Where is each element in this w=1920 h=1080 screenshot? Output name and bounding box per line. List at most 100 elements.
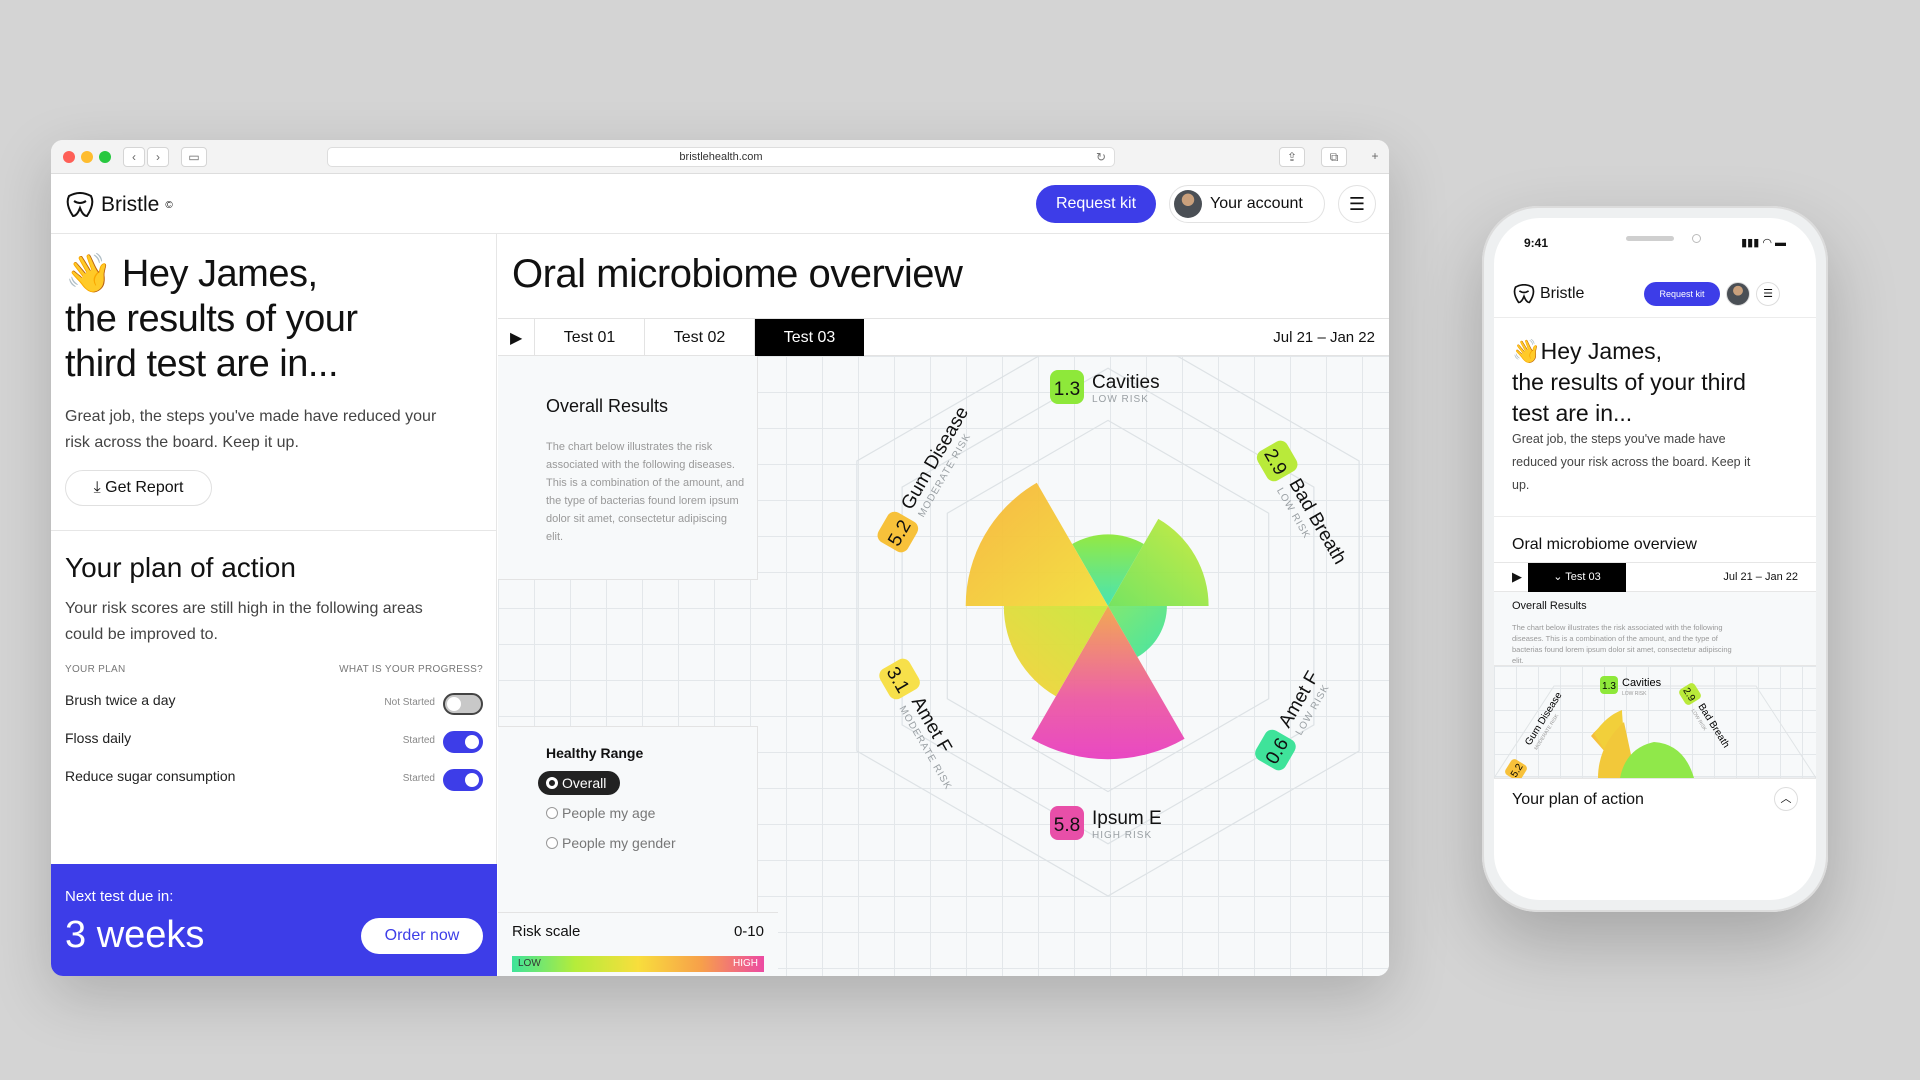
divider	[1494, 516, 1816, 517]
radar-sector-5[interactable]	[965, 482, 1108, 606]
radar-sectors	[965, 482, 1209, 760]
radar-sector-1[interactable]	[1108, 518, 1209, 606]
wave-emoji-icon: 👋	[65, 253, 112, 295]
tab-test-02[interactable]: Test 02	[644, 319, 754, 356]
overall-results-title: Overall Results	[546, 396, 669, 416]
new-tab-icon[interactable]: +	[1371, 149, 1379, 163]
healthy-option-age[interactable]: People my age	[538, 801, 655, 825]
request-kit-button[interactable]: Request kit	[1036, 185, 1156, 223]
healthy-option-gender[interactable]: People my gender	[538, 831, 676, 855]
phone-badge-gum-disease: 5.2	[1505, 759, 1527, 778]
phone-label-cavities: 1.3 Cavities LOW RISK	[1600, 676, 1662, 697]
progress-toggle[interactable]	[443, 769, 483, 791]
phone-label-bad-breath: Bad Breath LOW RISK	[1690, 702, 1732, 750]
score-badge	[1050, 806, 1084, 840]
get-report-button[interactable]: ⤓ Get Report	[65, 470, 212, 506]
overall-results-panel: Overall Results The chart below illustra…	[498, 356, 758, 580]
healthy-option-overall[interactable]: Overall	[538, 771, 621, 795]
phone-plan-title: Your plan of action	[1512, 791, 1644, 808]
phone-greeting-line1: Hey James,	[1540, 338, 1663, 364]
play-icon[interactable]: ▶	[510, 330, 523, 347]
divider	[51, 530, 497, 531]
app-header: Bristle © Request kit Your account ☰	[51, 174, 1389, 234]
tooth-logo-icon	[1513, 284, 1535, 304]
maximize-window-button[interactable]	[99, 151, 111, 163]
phone-brand-logo[interactable]: Bristle	[1512, 284, 1584, 304]
risk-scale-range: 0-10	[733, 923, 764, 940]
hamburger-menu-icon[interactable]: ☰	[1338, 185, 1376, 223]
plan-item-label: Reduce sugar consumption	[65, 768, 236, 784]
risk-label: HIGH RISK	[1092, 830, 1152, 841]
phone-request-kit-button[interactable]: Request kit	[1644, 282, 1720, 306]
phone-menu-icon[interactable]: ☰	[1756, 282, 1780, 306]
reload-icon[interactable]: ↻	[1095, 150, 1106, 164]
date-range: Jul 21 – Jan 22	[1273, 329, 1375, 346]
download-icon: ⤓	[93, 479, 101, 496]
progress-toggle[interactable]	[443, 731, 483, 753]
account-button[interactable]: Your account	[1169, 185, 1325, 223]
phone-score-badge	[1600, 676, 1618, 694]
tabs-icon[interactable]: ⧉	[1321, 147, 1347, 167]
phone-score-badge	[1505, 759, 1527, 778]
plan-subtitle: Your risk scores are still high in the f…	[65, 600, 423, 643]
score-badge	[877, 511, 919, 553]
brand-mark: ©	[165, 199, 173, 211]
greeting-heading: 👋 Hey James, the results of your third t…	[65, 252, 485, 387]
tab-test-03[interactable]: Test 03	[754, 319, 864, 356]
wave-emoji-icon: 👋	[1512, 338, 1541, 364]
phone-screen: 9:41 ▮▮▮ ◠ ▬ Bristle Request kit ☰ 👋Hey …	[1494, 218, 1816, 900]
play-icon[interactable]: ▶	[1512, 569, 1522, 584]
forward-icon[interactable]: ›	[147, 147, 169, 167]
phone-mockup: 9:41 ▮▮▮ ◠ ▬ Bristle Request kit ☰ 👋Hey …	[1482, 206, 1828, 912]
greeting-line2: the results of your	[65, 298, 358, 340]
sidebar-icon[interactable]: ▭	[181, 147, 207, 167]
radar-sector-0[interactable]	[1072, 534, 1144, 606]
radar-sector-2[interactable]	[1108, 606, 1167, 657]
phone-plan-section[interactable]: Your plan of action ︿	[1494, 778, 1816, 820]
share-icon[interactable]: ⇪	[1279, 147, 1305, 167]
phone-tab-selector[interactable]: ⌄ Test 03	[1528, 563, 1626, 592]
phone-sector-cavities	[1620, 742, 1694, 778]
next-test-banner: Next test due in: 3 weeks Order now	[51, 864, 497, 976]
phone-score-text: 1.3	[1602, 681, 1616, 692]
score-badge	[1050, 370, 1084, 404]
back-icon[interactable]: ‹	[123, 147, 145, 167]
brand-logo[interactable]: Bristle ©	[65, 192, 173, 218]
plan-col-progress: WHAT IS YOUR PROGRESS?	[339, 664, 483, 675]
radar-sector-3[interactable]	[1031, 606, 1185, 760]
left-column: 👋 Hey James, the results of your third t…	[51, 234, 497, 976]
phone-intro: Great job, the steps you've made have re…	[1512, 432, 1751, 492]
phone-avatar[interactable]	[1726, 282, 1750, 306]
phone-tab-label: Test 03	[1565, 571, 1601, 583]
chart-area: Overall Results The chart below illustra…	[498, 356, 1389, 976]
plan-item-label: Floss daily	[65, 730, 132, 746]
order-now-button[interactable]: Order now	[361, 918, 483, 954]
minimize-window-button[interactable]	[81, 151, 93, 163]
radar-ring-0	[856, 356, 1360, 897]
phone-category-label: Cavities	[1622, 677, 1662, 689]
plan-item-status: Started	[402, 773, 435, 784]
healthy-option-label: People my gender	[562, 835, 676, 851]
close-window-button[interactable]	[63, 151, 75, 163]
chevron-up-icon[interactable]: ︿	[1774, 787, 1798, 811]
phone-greeting: 👋Hey James, the results of your third te…	[1512, 336, 1782, 429]
tooth-logo-icon	[66, 192, 94, 218]
plan-item-label: Brush twice a day	[65, 692, 176, 708]
radar-ring-1	[901, 367, 1315, 845]
radar-sector-4[interactable]	[1003, 606, 1108, 697]
overview-section: Oral microbiome overview ▶ Test 01 Test …	[498, 234, 1389, 976]
radar-ring-2	[946, 419, 1270, 793]
plan-column-headers: YOUR PLAN WHAT IS YOUR PROGRESS?	[65, 664, 483, 675]
tab-test-01[interactable]: Test 01	[534, 319, 644, 356]
address-bar[interactable]: bristlehealth.com ↻	[327, 147, 1115, 167]
risk-scale-bar: LOW HIGH	[512, 956, 764, 972]
risk-scale: Risk scale 0-10 LOW HIGH	[498, 912, 778, 976]
progress-toggle[interactable]	[443, 693, 483, 715]
url-text: bristlehealth.com	[679, 151, 763, 163]
greeting-intro: Great job, the steps you've made have re…	[65, 408, 437, 451]
